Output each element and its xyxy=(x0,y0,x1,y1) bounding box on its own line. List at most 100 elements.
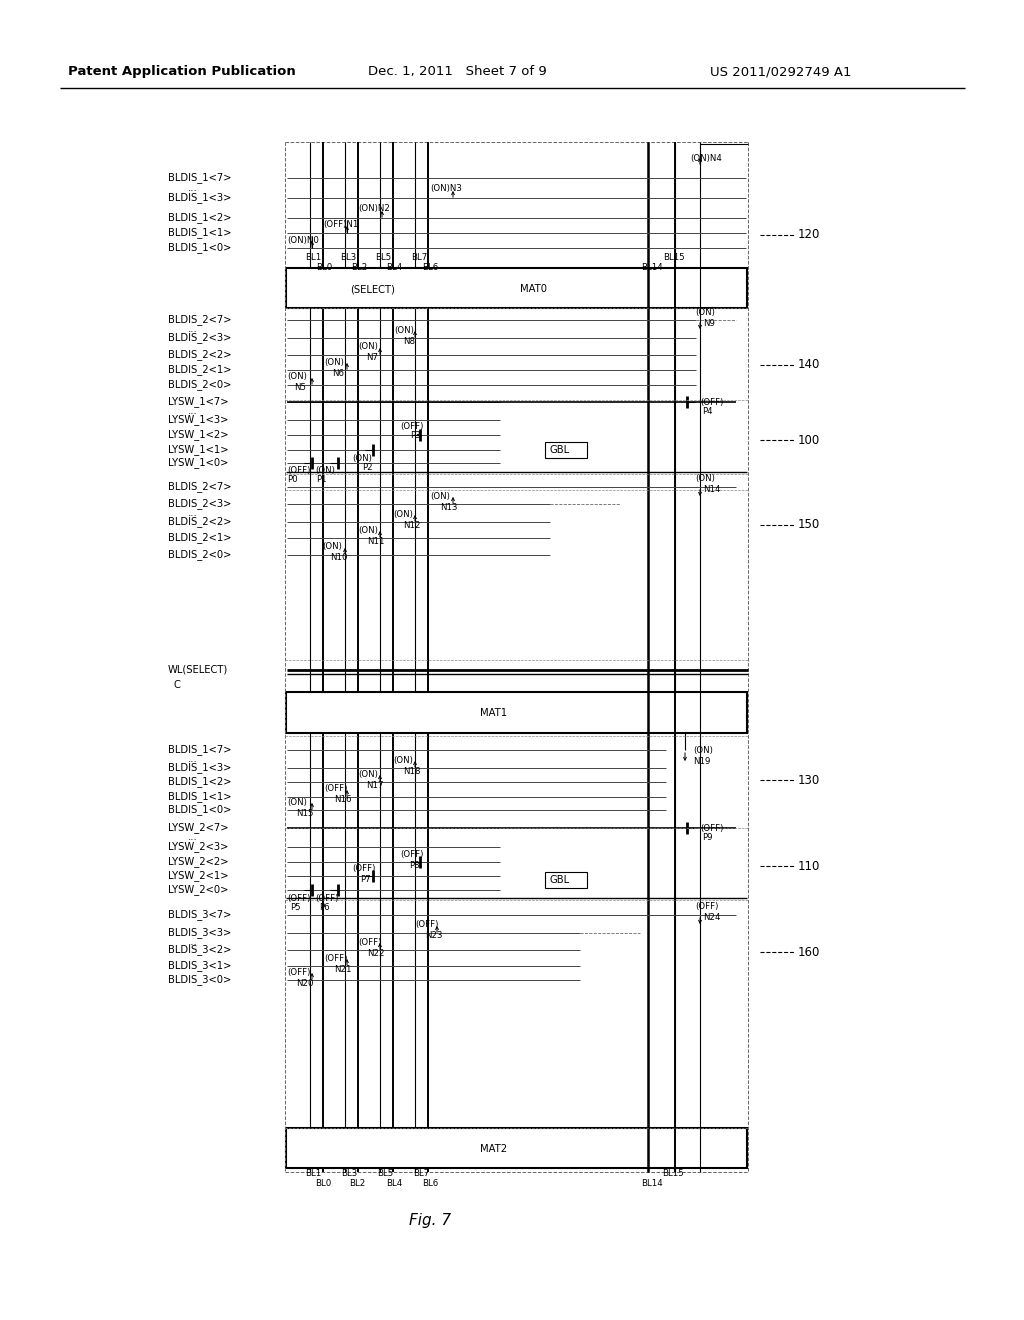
Text: N22: N22 xyxy=(367,949,384,957)
Text: N8: N8 xyxy=(403,337,415,346)
Text: WL(SELECT): WL(SELECT) xyxy=(168,665,228,675)
Text: BL7: BL7 xyxy=(411,253,427,263)
Text: BLDIS_3<0>: BLDIS_3<0> xyxy=(168,974,231,986)
Text: (ON): (ON) xyxy=(358,525,378,535)
Text: BL5: BL5 xyxy=(377,1170,393,1179)
Text: (ON): (ON) xyxy=(324,358,344,367)
Text: N18: N18 xyxy=(403,767,421,776)
Text: N13: N13 xyxy=(440,503,458,512)
Text: BLDIS_1<3>: BLDIS_1<3> xyxy=(168,193,231,203)
Text: N10: N10 xyxy=(330,553,347,562)
Text: ...: ... xyxy=(188,832,198,842)
Text: BL3: BL3 xyxy=(341,1170,357,1179)
Text: BL0: BL0 xyxy=(316,263,332,272)
Text: (OFF): (OFF) xyxy=(352,863,376,873)
Text: (ON)N4: (ON)N4 xyxy=(690,153,722,162)
Text: (ON): (ON) xyxy=(695,474,715,483)
Text: N23: N23 xyxy=(425,932,442,940)
Text: LYSW_1<0>: LYSW_1<0> xyxy=(168,458,228,469)
Text: BL7: BL7 xyxy=(413,1170,429,1179)
Text: LYSW_2<0>: LYSW_2<0> xyxy=(168,884,228,895)
Text: P4: P4 xyxy=(702,407,713,416)
Text: (ON): (ON) xyxy=(322,543,342,552)
Text: N21: N21 xyxy=(334,965,351,974)
Text: (ON): (ON) xyxy=(693,746,713,755)
Text: BLDIS_2<7>: BLDIS_2<7> xyxy=(168,314,231,326)
Text: N5: N5 xyxy=(294,383,306,392)
Text: (OFF): (OFF) xyxy=(700,397,723,407)
Text: GBL: GBL xyxy=(549,875,569,884)
Text: (OFF): (OFF) xyxy=(324,784,347,793)
Bar xyxy=(286,268,746,308)
Text: BLDIS_1<3>: BLDIS_1<3> xyxy=(168,763,231,774)
Text: N16: N16 xyxy=(334,796,351,804)
Text: (SELECT): (SELECT) xyxy=(350,284,395,294)
Text: C: C xyxy=(173,680,180,690)
Text: (OFF): (OFF) xyxy=(287,466,310,475)
Text: P3: P3 xyxy=(410,432,421,441)
Text: N12: N12 xyxy=(403,520,421,529)
Text: BLDIS_3<3>: BLDIS_3<3> xyxy=(168,928,231,939)
Text: BLDIS_1<1>: BLDIS_1<1> xyxy=(168,227,231,239)
Text: 160: 160 xyxy=(798,945,820,958)
Text: BLDIS_3<2>: BLDIS_3<2> xyxy=(168,945,231,956)
Text: N14: N14 xyxy=(703,484,721,494)
Text: P2: P2 xyxy=(362,462,373,471)
Text: (OFF): (OFF) xyxy=(400,850,423,858)
Text: N15: N15 xyxy=(296,808,313,817)
Text: 100: 100 xyxy=(798,433,820,446)
Text: LYSW_2<7>: LYSW_2<7> xyxy=(168,822,228,833)
Text: (ON): (ON) xyxy=(394,326,414,334)
Text: ...: ... xyxy=(188,407,198,416)
Text: LYSW_1<1>: LYSW_1<1> xyxy=(168,445,228,455)
Text: BL2: BL2 xyxy=(349,1180,366,1188)
Text: BL14: BL14 xyxy=(641,263,663,272)
Text: 110: 110 xyxy=(798,859,820,873)
Text: ...: ... xyxy=(188,937,198,946)
Text: BL6: BL6 xyxy=(422,1180,438,1188)
Text: P8: P8 xyxy=(409,861,420,870)
Text: P1: P1 xyxy=(316,475,327,484)
Text: BLDIS_2<0>: BLDIS_2<0> xyxy=(168,380,231,391)
Text: (OFF): (OFF) xyxy=(287,894,310,903)
Text: BL14: BL14 xyxy=(641,1180,663,1188)
Text: BL5: BL5 xyxy=(375,253,391,263)
Text: LYSW_2<3>: LYSW_2<3> xyxy=(168,842,228,853)
Text: BLDIS_3<7>: BLDIS_3<7> xyxy=(168,909,231,920)
Text: Dec. 1, 2011   Sheet 7 of 9: Dec. 1, 2011 Sheet 7 of 9 xyxy=(368,66,547,78)
Text: ...: ... xyxy=(188,183,198,193)
Text: BLDIS_2<7>: BLDIS_2<7> xyxy=(168,482,231,492)
Text: MAT1: MAT1 xyxy=(480,708,507,718)
Text: Fig. 7: Fig. 7 xyxy=(409,1213,451,1228)
Text: BLDIS_1<1>: BLDIS_1<1> xyxy=(168,792,231,803)
Text: N24: N24 xyxy=(703,913,721,923)
Text: BLDIS_2<1>: BLDIS_2<1> xyxy=(168,364,231,375)
Text: LYSW_2<2>: LYSW_2<2> xyxy=(168,857,228,867)
Text: P0: P0 xyxy=(287,475,298,484)
Text: (ON): (ON) xyxy=(315,466,335,475)
Text: (ON): (ON) xyxy=(393,755,413,764)
Text: ...: ... xyxy=(188,754,198,764)
Text: N11: N11 xyxy=(367,536,384,545)
Text: (ON)N2: (ON)N2 xyxy=(358,205,390,214)
Text: BLDIS_1<7>: BLDIS_1<7> xyxy=(168,744,231,755)
Text: N19: N19 xyxy=(693,758,711,767)
Text: N17: N17 xyxy=(366,780,384,789)
Text: (ON): (ON) xyxy=(393,510,413,519)
Text: BL15: BL15 xyxy=(663,253,685,263)
Text: MAT0: MAT0 xyxy=(520,284,547,294)
Text: P9: P9 xyxy=(702,833,713,842)
Bar xyxy=(545,873,587,888)
Text: BL1: BL1 xyxy=(305,1170,322,1179)
Text: (ON): (ON) xyxy=(430,491,450,500)
Text: BL4: BL4 xyxy=(386,1180,402,1188)
Text: (OFF): (OFF) xyxy=(324,953,347,962)
Text: (ON)N0: (ON)N0 xyxy=(287,235,318,244)
Text: P5: P5 xyxy=(290,903,301,912)
Text: US 2011/0292749 A1: US 2011/0292749 A1 xyxy=(710,66,852,78)
Text: N7: N7 xyxy=(366,354,378,363)
Text: BL4: BL4 xyxy=(386,263,402,272)
Text: LYSW_2<1>: LYSW_2<1> xyxy=(168,871,228,882)
Bar xyxy=(286,1129,746,1168)
Text: (ON): (ON) xyxy=(287,797,307,807)
